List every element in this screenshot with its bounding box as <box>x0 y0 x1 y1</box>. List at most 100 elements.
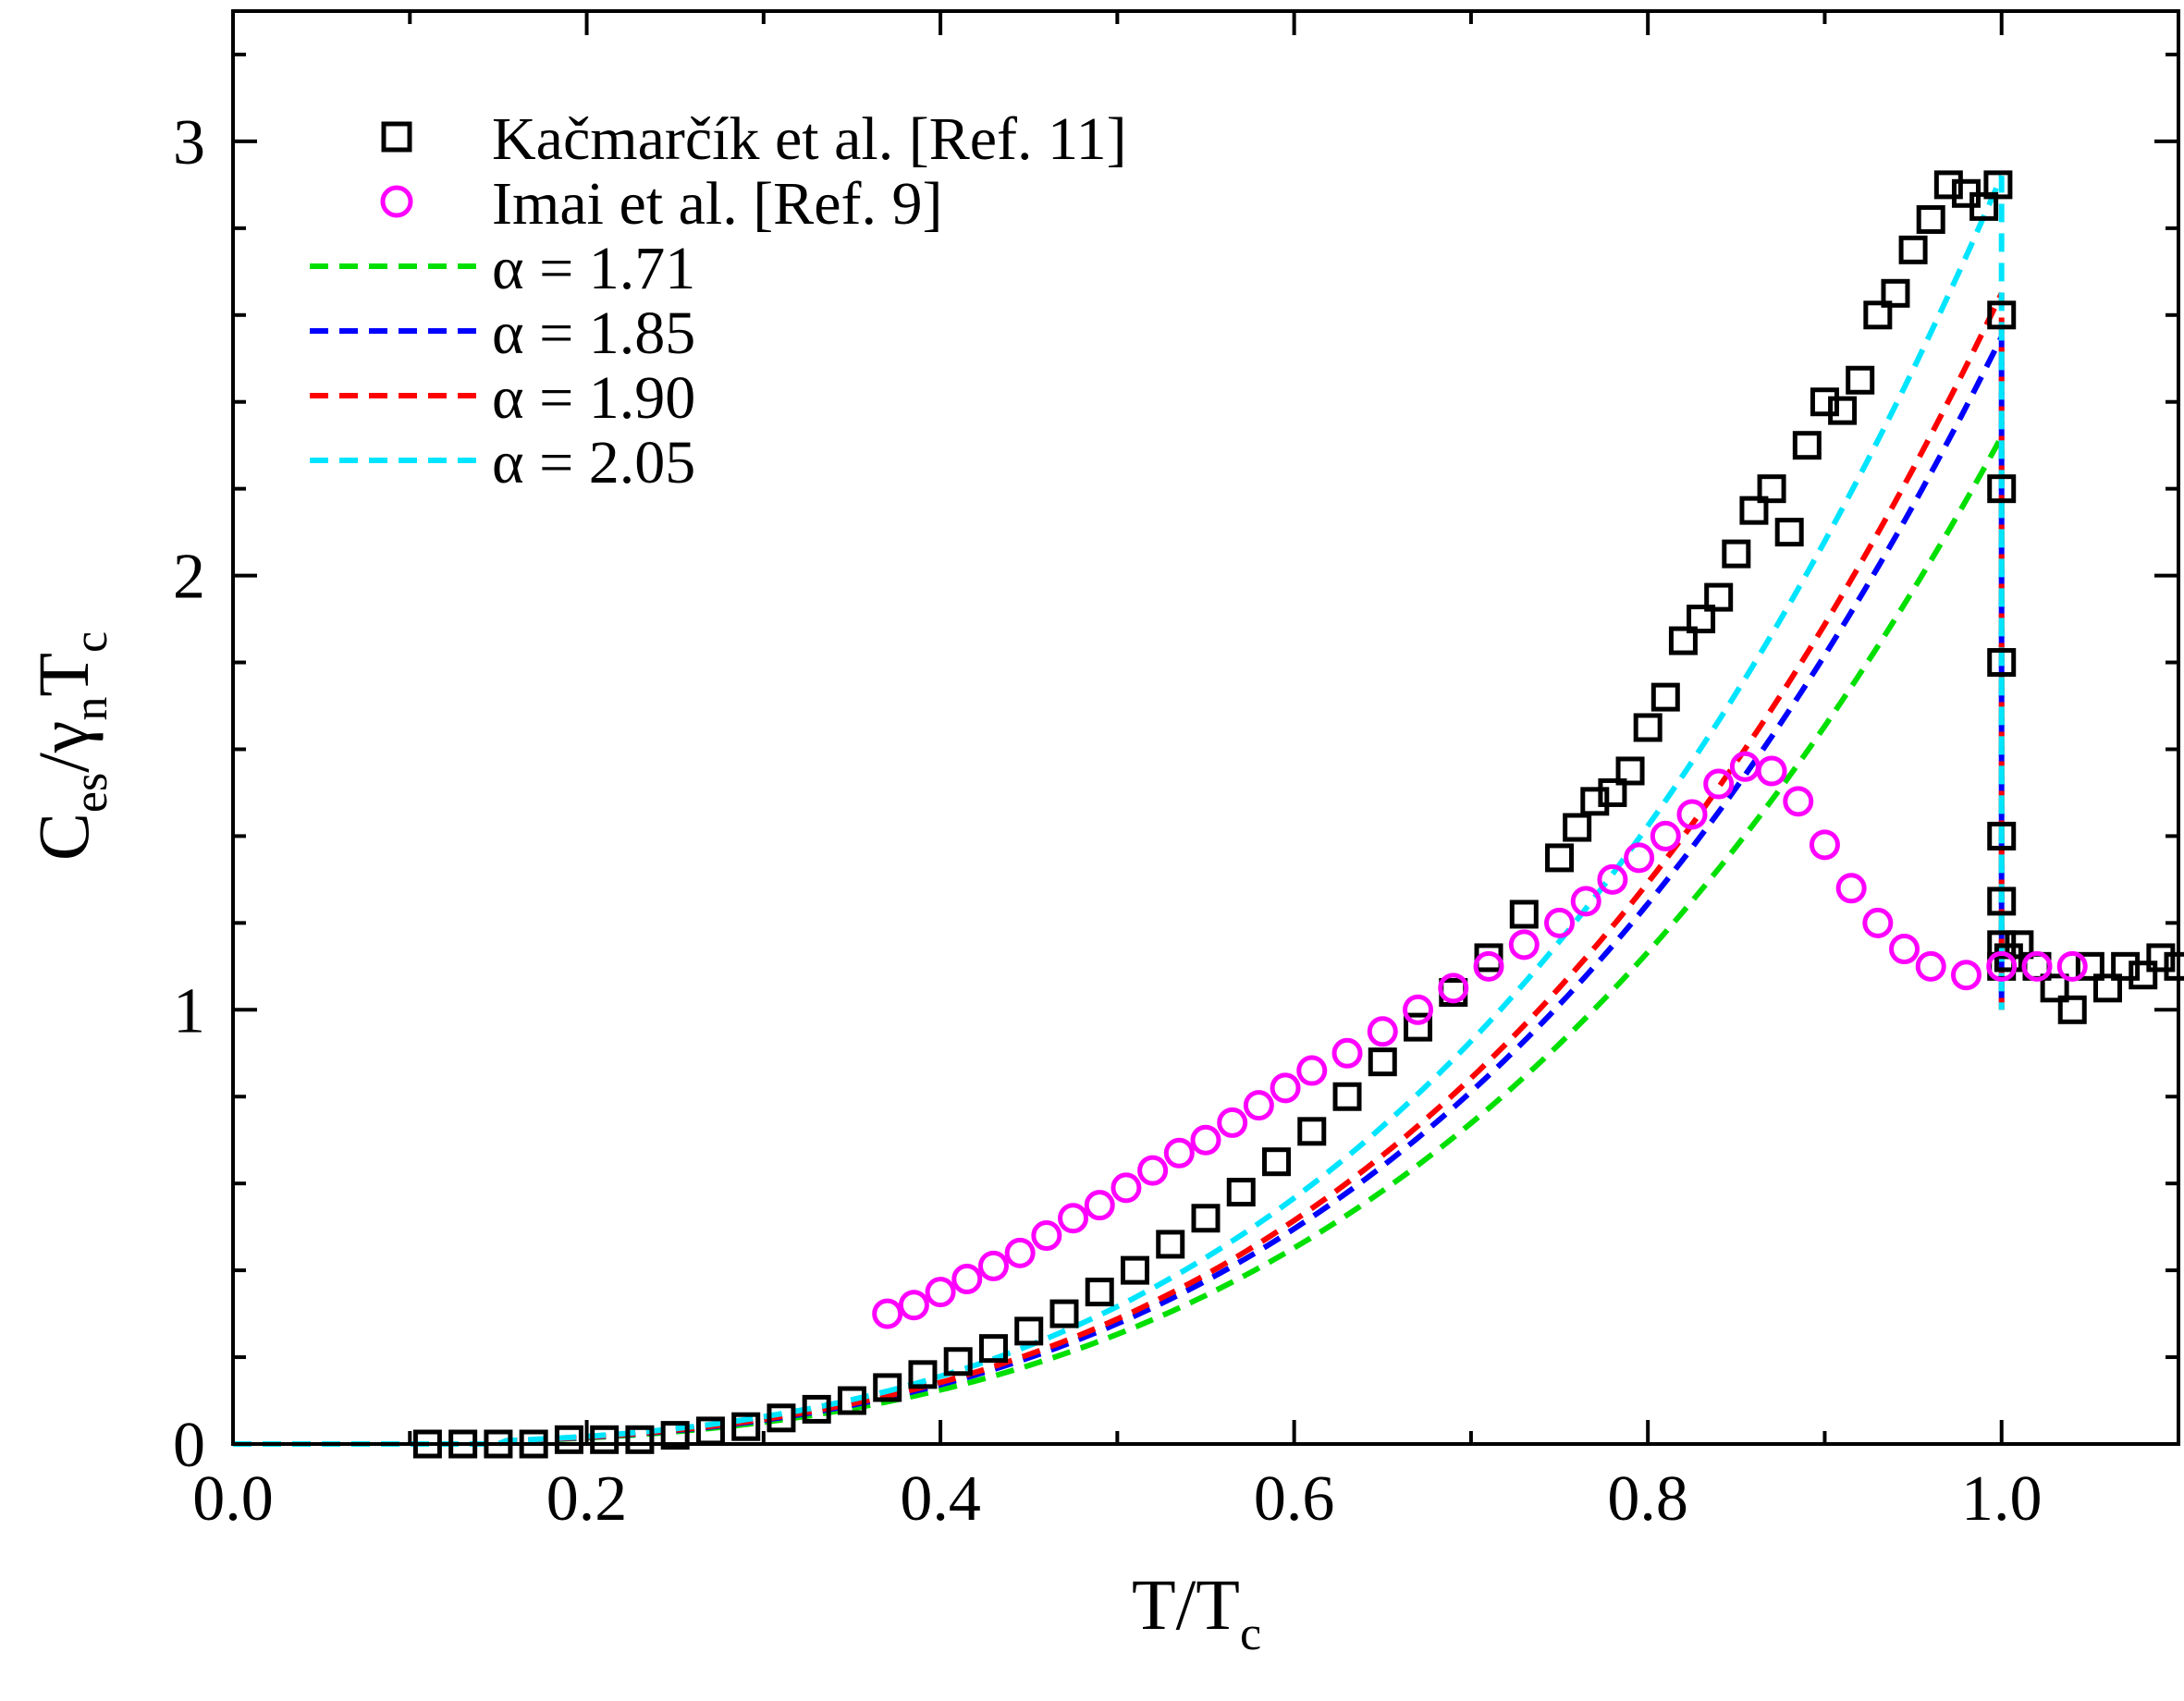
data-point <box>1757 474 1786 504</box>
y-axis-title-group: Ces/γnTc <box>23 631 117 861</box>
legend-item-2: α = 1.71 <box>310 235 695 302</box>
data-point <box>1270 1072 1301 1104</box>
data-point <box>2129 961 2158 990</box>
data-point <box>731 1412 761 1441</box>
data-point <box>1987 648 2017 678</box>
data-point <box>1085 1278 1114 1307</box>
data-point <box>1570 886 1601 917</box>
data-point <box>1563 813 1592 842</box>
data-point <box>1650 682 1680 712</box>
data-point <box>2092 973 2122 1003</box>
data-point <box>1835 873 1867 904</box>
plot-frame <box>231 9 2180 1446</box>
y-axis-title-part: γ <box>23 721 104 753</box>
data-point <box>1217 1107 1248 1138</box>
data-point <box>1368 1047 1397 1077</box>
data-point <box>1509 899 1539 929</box>
data-point <box>1508 929 1540 961</box>
data-point <box>1774 518 1804 547</box>
data-point <box>1014 1316 1044 1346</box>
data-point <box>2164 951 2184 981</box>
data-point <box>2056 950 2088 982</box>
data-point <box>660 1421 690 1450</box>
data-point <box>1862 907 1894 938</box>
plot-area <box>233 170 2184 1459</box>
y-axis-title-part: c <box>65 631 117 653</box>
data-point <box>1950 960 1982 991</box>
data-point <box>1987 300 2017 330</box>
data-point <box>2146 943 2176 973</box>
series-1 <box>872 751 2088 1329</box>
data-point <box>1058 1203 1089 1234</box>
data-point <box>1110 1172 1142 1204</box>
legend-label: α = 2.05 <box>492 429 695 496</box>
y-axis-title-part: / <box>23 753 104 773</box>
x-tick-label: 0.4 <box>900 1463 981 1535</box>
data-point <box>1916 204 1945 234</box>
data-point <box>1598 777 1627 807</box>
data-point <box>1668 626 1698 655</box>
data-point <box>2040 973 2069 1003</box>
y-axis-title: Ces/γnTc <box>23 631 117 861</box>
data-point <box>1031 1220 1062 1252</box>
data-point <box>1120 1255 1149 1285</box>
legend: Kačmarčík et al. [Ref. 11]Imai et al. [R… <box>310 105 1127 496</box>
data-point <box>1084 1190 1115 1221</box>
data-point <box>1331 1037 1363 1069</box>
y-tick-label: 3 <box>173 107 205 178</box>
data-point <box>898 1290 929 1321</box>
x-axis-title: T/Tc <box>1132 1564 1261 1660</box>
data-point <box>1676 799 1708 830</box>
data-point <box>2075 951 2104 981</box>
data-point <box>1650 820 1681 851</box>
data-point <box>908 1360 938 1389</box>
legend-label: α = 1.90 <box>492 364 695 432</box>
data-point <box>1004 1237 1036 1268</box>
data-point <box>1544 907 1576 938</box>
data-point <box>1933 170 1963 200</box>
data-point <box>1473 950 1504 982</box>
y-axis-title-part: C <box>23 813 104 861</box>
fit-curve-1 <box>233 335 2005 1447</box>
data-point <box>1191 1204 1221 1233</box>
y-tick-label: 0 <box>173 1410 205 1481</box>
data-point <box>925 1277 956 1308</box>
data-point <box>977 1250 1009 1281</box>
data-point <box>1987 474 2017 504</box>
data-point <box>1226 1178 1256 1207</box>
data-point <box>1828 396 1858 425</box>
data-point <box>1792 431 1822 460</box>
data-point <box>1722 539 1751 569</box>
data-point <box>1296 1055 1328 1086</box>
data-point <box>1987 821 2017 850</box>
x-tick-label: 1.0 <box>1961 1463 2043 1535</box>
x-tick-label: 0.2 <box>546 1463 628 1535</box>
data-point <box>1597 863 1628 895</box>
data-point <box>590 1425 620 1454</box>
data-point <box>1915 950 1946 982</box>
data-point <box>1262 1147 1292 1177</box>
data-point <box>951 1264 983 1295</box>
y-axis-title-part: T <box>23 653 104 697</box>
data-point <box>1703 768 1735 800</box>
data-point <box>837 1386 866 1415</box>
data-point <box>1983 170 2013 200</box>
y-axis-title-part: es <box>65 773 117 813</box>
y-tick-label: 1 <box>173 975 205 1046</box>
data-point <box>1881 278 1910 308</box>
data-point <box>2111 951 2141 981</box>
series-0 <box>412 170 2184 1459</box>
data-point <box>1243 1090 1274 1121</box>
data-point <box>1987 887 2017 916</box>
data-point <box>1809 829 1840 861</box>
fit-curve-3 <box>233 175 2005 1447</box>
x-tick-label: 0.8 <box>1607 1463 1688 1535</box>
data-point <box>978 1334 1008 1364</box>
data-point <box>1367 1016 1398 1047</box>
data-point <box>873 1373 902 1402</box>
data-point <box>1898 235 1928 264</box>
data-point <box>1889 934 1920 965</box>
data-point <box>2021 950 2053 982</box>
legend-label: α = 1.71 <box>492 235 695 302</box>
